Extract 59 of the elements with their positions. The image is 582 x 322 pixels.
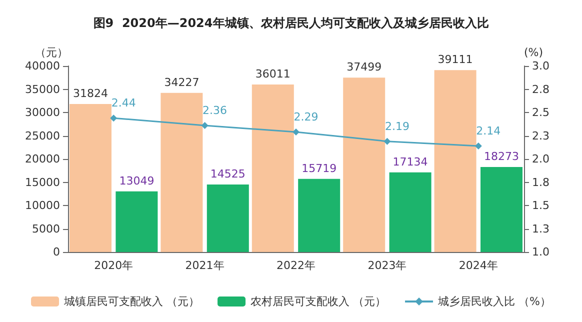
bar	[160, 92, 203, 252]
x-tick-label: 2024年	[458, 259, 498, 272]
y-tick-label: 25000	[25, 129, 60, 142]
data-label: 15719	[302, 162, 337, 175]
bar	[206, 184, 249, 252]
y-tick-label: 5000	[32, 222, 60, 236]
y2-axis-title: (%)	[524, 46, 544, 59]
y-tick-label: 30000	[25, 106, 60, 119]
data-label: 14525	[210, 167, 246, 180]
x-tick-label: 2020年	[94, 259, 134, 272]
bar	[298, 178, 340, 252]
point	[292, 128, 300, 136]
bar	[434, 70, 476, 252]
y2-tick-label: 2.3	[532, 129, 550, 142]
bar	[389, 172, 432, 252]
y-tick-label: 35000	[25, 82, 60, 96]
y2-tick-label: 2.8	[532, 82, 550, 96]
y2-tick-label: 1.3	[532, 222, 550, 236]
data-label: 2.19	[384, 120, 410, 133]
legend-label: 城乡居民收入比 （%）	[437, 295, 551, 308]
y2-tick-label: 1.8	[532, 176, 550, 189]
data-label: 13049	[119, 174, 154, 188]
bar	[116, 191, 158, 252]
bar	[343, 78, 386, 252]
x-tick-label: 2022年	[276, 259, 316, 272]
legend-label: 城镇居民可支配收入 （元）	[63, 295, 200, 308]
data-label: 2.44	[111, 96, 136, 110]
chart-title: 图9 2020年—2024年城镇、农村居民人均可支配收入及城乡居民收入比	[93, 16, 489, 30]
point	[384, 138, 391, 145]
legend-label: 农村居民可支配收入 （元）	[250, 295, 386, 308]
point	[201, 122, 208, 130]
data-label: 39111	[438, 53, 473, 66]
y-axis-title: （元）	[35, 46, 68, 59]
y-tick-label: 40000	[25, 60, 60, 72]
y-tick-label: 10000	[25, 199, 60, 212]
data-label: 18273	[484, 150, 519, 164]
data-label: 34227	[164, 76, 200, 89]
data-label: 17134	[392, 155, 428, 168]
bar	[70, 104, 112, 252]
y2-tick-label: 1.0	[532, 246, 550, 258]
x-tick-label: 2021年	[185, 259, 224, 272]
data-label: 36011	[255, 68, 290, 81]
bar	[480, 167, 522, 252]
point	[474, 142, 482, 150]
data-label: 37499	[346, 60, 382, 74]
y-tick-label: 0	[53, 246, 60, 258]
x-tick-label: 2023年	[368, 259, 407, 272]
data-label: 31824	[73, 87, 108, 100]
bar	[252, 84, 294, 252]
data-label: 2.36	[202, 104, 228, 118]
y2-tick-label: 1.5	[532, 199, 550, 212]
y2-tick-label: 3.0	[532, 60, 550, 72]
point	[110, 114, 118, 122]
y2-tick-label: 2.0	[532, 152, 550, 166]
data-label: 2.29	[294, 110, 318, 124]
y-tick-label: 15000	[25, 176, 60, 189]
data-label: 2.14	[476, 124, 501, 138]
y2-tick-label: 2.5	[532, 106, 550, 119]
y-tick-label: 20000	[25, 152, 60, 166]
